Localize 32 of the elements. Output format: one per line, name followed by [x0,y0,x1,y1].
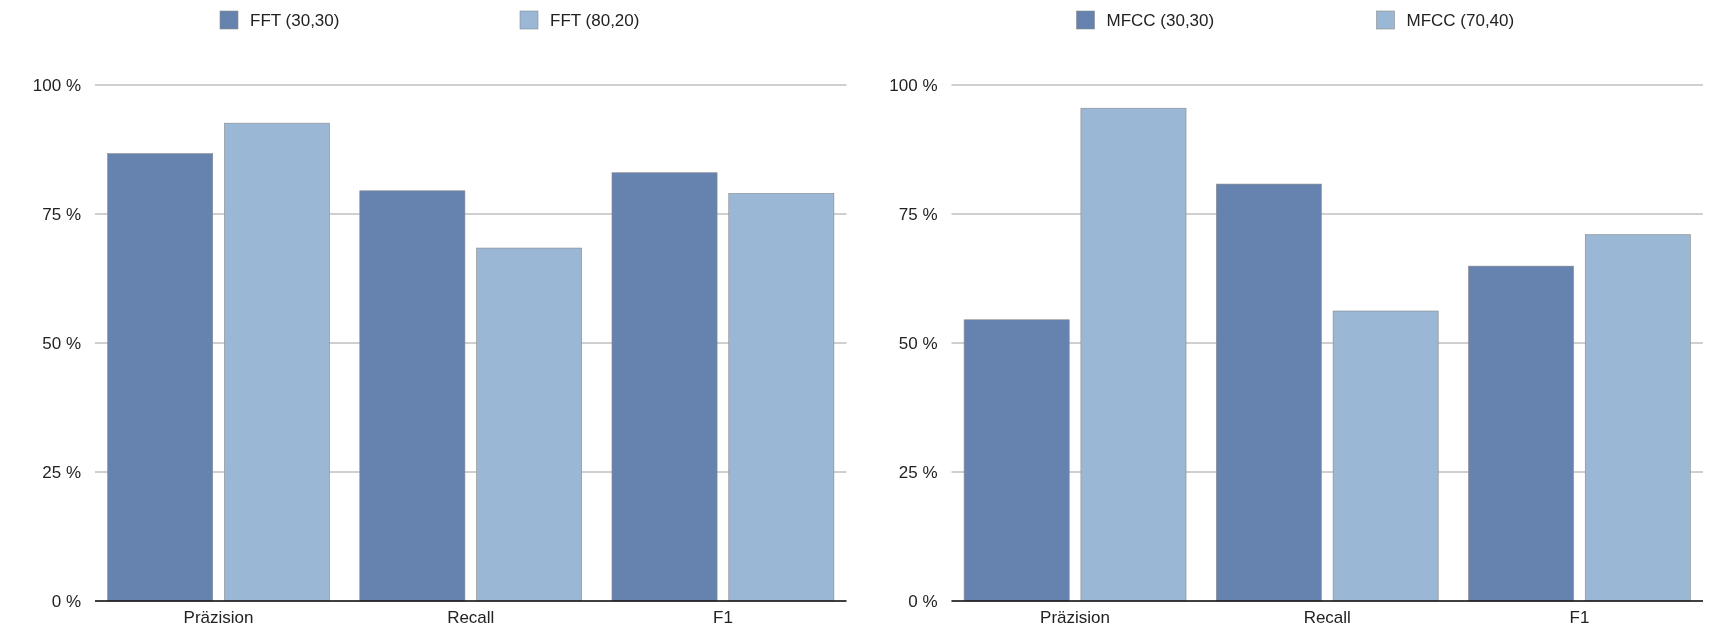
x-tick-label: Präzision [1040,608,1111,628]
x-tick-label: F1 [713,608,733,628]
y-tick-label: 0 % [908,591,938,611]
x-tick-label: Präzision [183,608,254,628]
y-tick-label: 75 % [42,204,81,224]
bar [107,153,214,602]
bar [611,172,718,602]
bar [359,190,466,602]
legend-label: MFCC (30,30) [1106,11,1215,30]
y-tick-label: 100 % [32,75,81,95]
bar [1584,234,1691,602]
bar [476,247,583,602]
bar [1332,310,1439,602]
y-tick-label: 25 % [42,462,81,482]
y-tick-label: 0 % [51,591,81,611]
legend-label: FFT (80,20) [550,11,640,30]
y-tick-label: 50 % [42,333,81,353]
y-tick-label: 100 % [889,75,938,95]
x-tick-label: Recall [447,608,495,628]
y-tick-label: 75 % [898,204,938,224]
bar [1215,183,1322,602]
bar [728,193,835,602]
x-tick-label: Recall [1303,608,1351,628]
bar [1080,107,1187,602]
bar [963,319,1070,602]
bar [224,122,330,602]
bar [1468,265,1574,602]
legend-label: MFCC (70,40) [1406,11,1515,30]
x-tick-label: F1 [1569,608,1590,628]
legend-label: FFT (30,30) [250,11,340,30]
y-tick-label: 50 % [898,333,938,353]
y-tick-label: 25 % [898,462,938,482]
